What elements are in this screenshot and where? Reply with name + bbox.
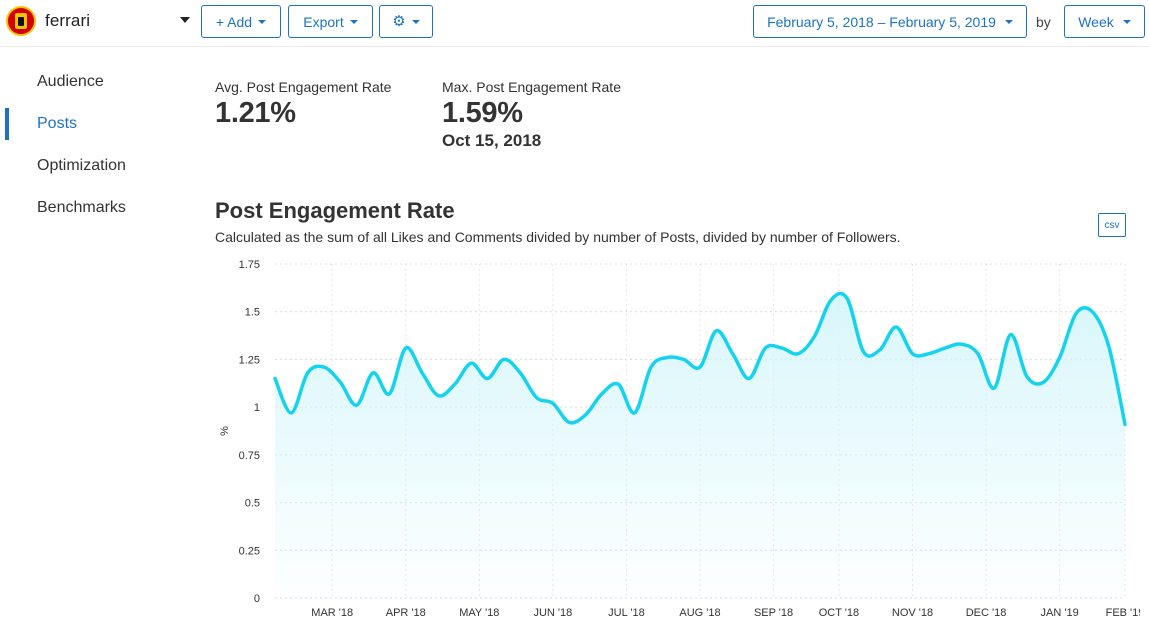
gear-icon: ⚙ <box>392 13 406 30</box>
csv-download-button[interactable]: csv <box>1098 213 1126 237</box>
caret-down-icon <box>258 19 267 24</box>
x-tick-label: AUG '18 <box>679 607 720 619</box>
series-line <box>273 291 1127 427</box>
ferrari-logo-icon <box>6 6 36 36</box>
sidebar-item-label: Optimization <box>37 157 126 174</box>
add-button[interactable]: + Add <box>201 5 281 38</box>
caret-down-icon <box>1004 19 1013 24</box>
y-tick-label: 1.75 <box>239 259 260 271</box>
sidebar-item-posts[interactable]: Posts <box>0 107 180 141</box>
brand-dropdown-caret-icon[interactable] <box>180 17 190 23</box>
export-button[interactable]: Export <box>288 5 373 38</box>
caret-down-icon <box>1122 19 1131 24</box>
x-tick-label: DEC '18 <box>966 607 1007 619</box>
date-range-picker[interactable]: February 5, 2018 – February 5, 2019 <box>753 5 1027 38</box>
max-engagement-value: 1.59% <box>442 97 523 129</box>
sidebar-item-label: Posts <box>37 115 78 132</box>
x-tick-label: NOV '18 <box>892 607 933 619</box>
caret-down-icon <box>349 19 358 24</box>
x-tick-label: JAN '19 <box>1041 607 1079 619</box>
sidebar-item-benchmarks[interactable]: Benchmarks <box>0 191 180 225</box>
sidebar-nav: Audience Posts Optimization Benchmarks <box>0 47 190 631</box>
add-button-label: + Add <box>215 13 253 30</box>
y-tick-label: 1.25 <box>239 354 260 366</box>
x-tick-label: JUN '18 <box>533 607 572 619</box>
engagement-rate-chart: 0 0.25 0.5 0.75 1 1.25 1.5 1.75 MAR '18 APR '18 MA… <box>219 259 1140 619</box>
sidebar-item-label: Audience <box>37 73 104 90</box>
x-tick-label: MAY '18 <box>459 607 499 619</box>
y-tick-label: 1 <box>254 402 260 414</box>
brand-selector[interactable]: ferrari <box>6 6 90 36</box>
sidebar-item-optimization[interactable]: Optimization <box>0 149 180 183</box>
brand-name: ferrari <box>45 11 91 30</box>
sidebar-item-label: Benchmarks <box>37 199 126 216</box>
date-range-label: February 5, 2018 – February 5, 2019 <box>767 13 996 30</box>
series-area-fill <box>275 293 1125 598</box>
max-engagement-label: Max. Post Engagement Rate <box>442 79 621 95</box>
interval-label: Week <box>1078 13 1114 30</box>
top-bar: ferrari + Add Export ⚙ February 5, 2018 … <box>0 0 1149 46</box>
header-divider <box>0 46 1149 47</box>
avg-engagement-value: 1.21% <box>215 97 296 129</box>
export-button-label: Export <box>303 13 344 30</box>
x-tick-label: OCT '18 <box>819 607 859 619</box>
y-tick-label: 0 <box>254 593 260 605</box>
x-tick-label: SEP '18 <box>754 607 793 619</box>
x-tick-label: APR '18 <box>386 607 426 619</box>
y-tick-label: 1.5 <box>245 307 260 319</box>
y-tick-label: 0.5 <box>245 498 260 510</box>
sidebar-item-audience[interactable]: Audience <box>0 65 180 99</box>
y-tick-label: 0.75 <box>239 450 260 462</box>
y-axis-label: % <box>219 426 231 436</box>
by-label: by <box>1036 14 1051 30</box>
chart-subtitle: Calculated as the sum of all Likes and C… <box>215 229 901 245</box>
chart-title: Post Engagement Rate <box>215 198 455 223</box>
x-tick-label: MAR '18 <box>311 607 353 619</box>
csv-button-label: csv <box>1104 219 1120 231</box>
max-engagement-date: Oct 15, 2018 <box>442 131 542 150</box>
settings-button[interactable]: ⚙ <box>379 5 433 38</box>
x-tick-label: JUL '18 <box>608 607 645 619</box>
y-tick-label: 0.25 <box>239 545 260 557</box>
interval-select[interactable]: Week <box>1064 5 1145 38</box>
avg-engagement-label: Avg. Post Engagement Rate <box>215 79 392 95</box>
x-tick-label: FEB '19 <box>1106 607 1140 619</box>
caret-down-icon <box>411 19 420 24</box>
